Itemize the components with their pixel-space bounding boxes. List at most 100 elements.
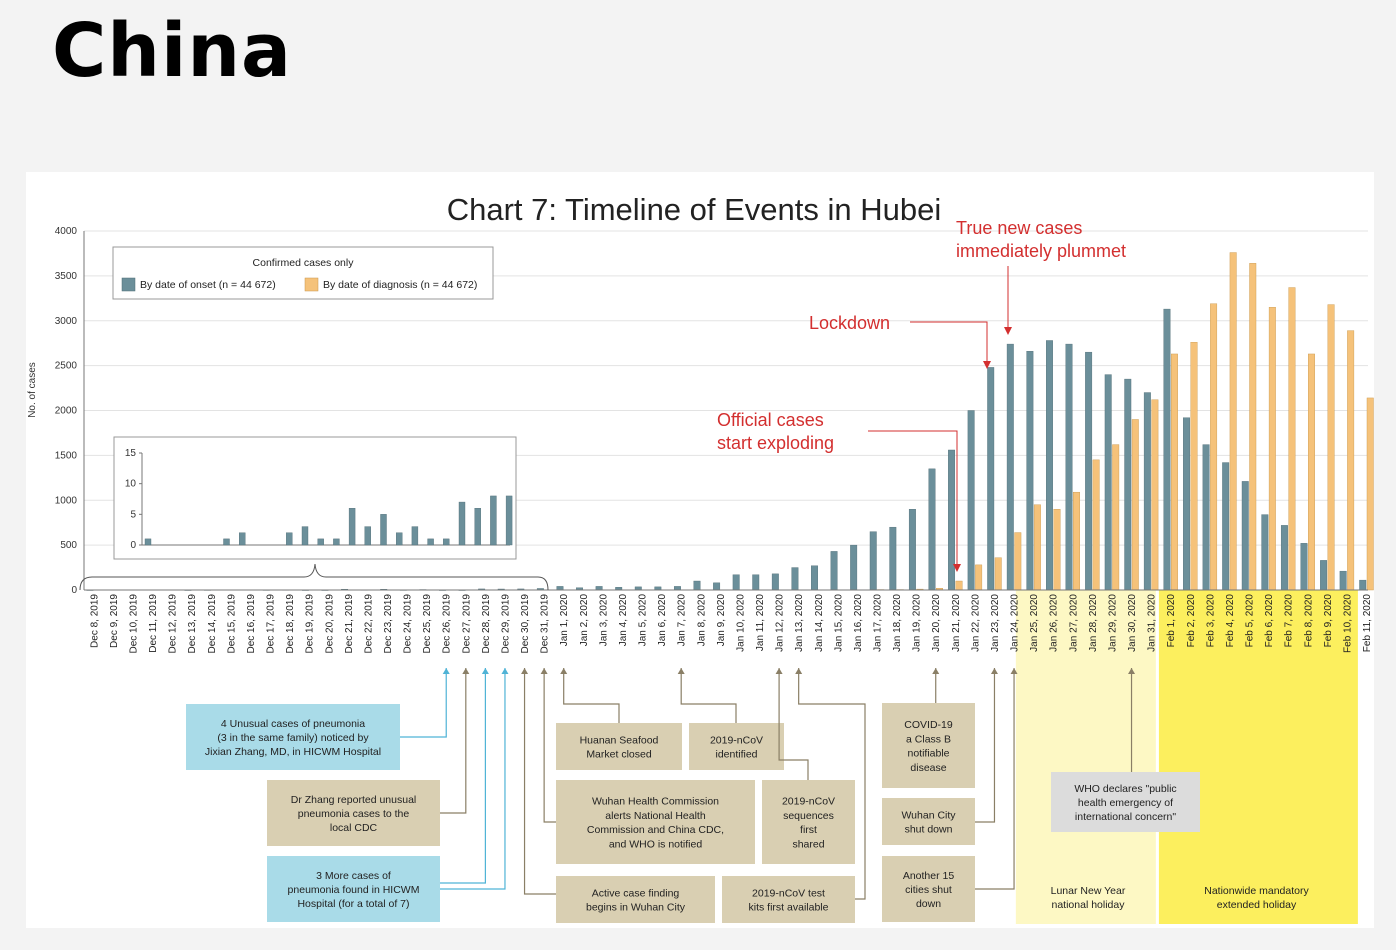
inset-bracket xyxy=(79,563,549,591)
inset-bar-11 xyxy=(317,538,324,546)
x-tick-label-41: Jan 18, 2020 xyxy=(892,594,903,652)
x-tick-label-48: Jan 25, 2020 xyxy=(1029,594,1040,652)
x-tick-label-57: Feb 3, 2020 xyxy=(1205,594,1216,648)
annotation-plummet-line-1: True new cases xyxy=(956,218,1082,238)
x-tick-label-20: Dec 28, 2019 xyxy=(481,594,492,654)
bar-onset-45 xyxy=(967,410,975,591)
bar-diagnosis-44 xyxy=(955,580,963,591)
event-text-5-1: alerts National Health xyxy=(605,810,706,822)
y-axis-label: No. of cases xyxy=(27,362,38,418)
inset-bar-23 xyxy=(505,495,513,546)
event-text-1-2: local CDC xyxy=(330,822,378,834)
x-tick-label-1: Dec 9, 2019 xyxy=(109,594,120,648)
x-tick-label-11: Dec 19, 2019 xyxy=(305,594,316,654)
conn-dec28-arrowhead xyxy=(481,668,489,674)
annotation-exploding-line-2: start exploding xyxy=(717,433,834,453)
annotation-exploding-arrowhead xyxy=(953,564,961,572)
bar-diagnosis-46 xyxy=(994,557,1002,591)
bar-onset-63 xyxy=(1320,560,1328,591)
bar-diagnosis-50 xyxy=(1073,491,1080,591)
event-text-11-0: Another 15 xyxy=(903,870,955,882)
bar-diagnosis-59 xyxy=(1249,263,1257,591)
event-box-3 xyxy=(556,723,682,770)
event-text-13-0: Lunar New Year xyxy=(1051,885,1126,897)
inset-bar-10 xyxy=(301,526,309,546)
bar-onset-61 xyxy=(1280,525,1288,591)
conn-dec30-arrowhead xyxy=(521,668,529,674)
bar-onset-65 xyxy=(1359,579,1367,591)
bar-onset-43 xyxy=(928,468,936,591)
event-text-2-0: 3 More cases of xyxy=(316,870,391,882)
conn-dec31 xyxy=(543,668,556,823)
legend-label-diagnosis: By date of diagnosis (n = 44 672) xyxy=(323,279,477,291)
x-tick-label-50: Jan 27, 2020 xyxy=(1068,594,1079,652)
x-tick-label-25: Jan 2, 2020 xyxy=(579,594,590,647)
inset-y-tick-label-0: 0 xyxy=(130,540,136,551)
bar-diagnosis-65 xyxy=(1366,397,1374,591)
bar-diagnosis-56 xyxy=(1190,342,1198,591)
bar-diagnosis-61 xyxy=(1288,287,1296,591)
conn-dec28 xyxy=(440,668,486,884)
x-tick-label-23: Dec 31, 2019 xyxy=(540,594,551,654)
event-text-9-3: disease xyxy=(910,762,946,774)
legend-title: Confirmed cases only xyxy=(253,257,355,269)
event-text-0-0: 4 Unusual cases of pneumonia xyxy=(221,718,365,730)
inset-bar-5 xyxy=(223,538,230,546)
x-tick-label-43: Jan 20, 2020 xyxy=(931,594,942,652)
x-tick-label-63: Feb 9, 2020 xyxy=(1323,594,1334,648)
bar-onset-60 xyxy=(1261,514,1269,591)
x-tick-label-60: Feb 6, 2020 xyxy=(1264,594,1275,648)
bar-onset-62 xyxy=(1300,543,1308,591)
inset-bar-13 xyxy=(348,508,356,546)
bar-onset-24 xyxy=(556,586,564,591)
bar-diagnosis-52 xyxy=(1112,444,1120,591)
event-text-6-3: shared xyxy=(792,838,824,850)
y-tick-label-3: 1500 xyxy=(55,450,78,461)
event-text-0-1: (3 in the same family) noticed by xyxy=(217,732,369,744)
x-tick-label-47: Jan 24, 2020 xyxy=(1010,594,1021,652)
bar-diagnosis-54 xyxy=(1151,399,1159,591)
legend-swatch-onset xyxy=(121,277,136,292)
event-text-14-0: Nationwide mandatory xyxy=(1204,885,1309,897)
event-text-5-2: Commission and China CDC, xyxy=(587,824,724,836)
event-box-8 xyxy=(722,876,855,923)
bar-diagnosis-48 xyxy=(1033,504,1041,591)
bar-diagnosis-64 xyxy=(1347,330,1355,591)
x-tick-label-35: Jan 12, 2020 xyxy=(775,594,786,652)
inset-bar-14 xyxy=(364,526,371,546)
y-tick-label-2: 1000 xyxy=(55,495,78,506)
x-tick-label-64: Feb 10, 2020 xyxy=(1342,594,1353,653)
event-text-6-2: first xyxy=(800,824,817,836)
event-text-14-1: extended holiday xyxy=(1217,899,1297,911)
conn-jan24 xyxy=(975,668,1015,890)
x-tick-label-38: Jan 15, 2020 xyxy=(833,594,844,652)
event-text-9-2: notifiable xyxy=(907,748,949,760)
event-box-2 xyxy=(267,856,440,922)
legend-label-onset: By date of onset (n = 44 672) xyxy=(140,279,276,291)
inset-bar-9 xyxy=(286,532,293,546)
event-text-10-1: shut down xyxy=(905,824,953,836)
bar-onset-36 xyxy=(791,567,799,591)
annotation-lockdown-arrowhead xyxy=(983,361,991,369)
bar-diagnosis-63 xyxy=(1327,304,1335,591)
chart-title: Chart 7: Timeline of Events in Hubei xyxy=(447,192,942,227)
bar-onset-64 xyxy=(1339,570,1347,591)
conn-jan12 xyxy=(778,668,809,780)
bar-diagnosis-53 xyxy=(1131,419,1139,591)
event-text-1-0: Dr Zhang reported unusual xyxy=(291,794,417,806)
bar-onset-40 xyxy=(869,531,877,591)
conn-jan20-arrowhead xyxy=(932,668,940,674)
event-text-1-1: pneumonia cases to the xyxy=(298,808,410,820)
y-tick-label-8: 4000 xyxy=(55,226,78,237)
bar-onset-47 xyxy=(1006,343,1014,591)
conn-jan23 xyxy=(975,668,996,823)
x-tick-label-49: Jan 26, 2020 xyxy=(1049,594,1060,652)
conn-jan1 xyxy=(563,668,620,723)
event-text-12-1: health emergency of xyxy=(1078,797,1173,809)
conn-jan30-arrowhead xyxy=(1128,668,1136,674)
x-tick-label-62: Feb 8, 2020 xyxy=(1303,594,1314,648)
event-text-5-3: and WHO is notified xyxy=(609,838,703,850)
conn-jan13 xyxy=(798,668,866,900)
bar-onset-46 xyxy=(987,367,995,591)
inset-y-tick-label-2: 10 xyxy=(125,479,137,490)
